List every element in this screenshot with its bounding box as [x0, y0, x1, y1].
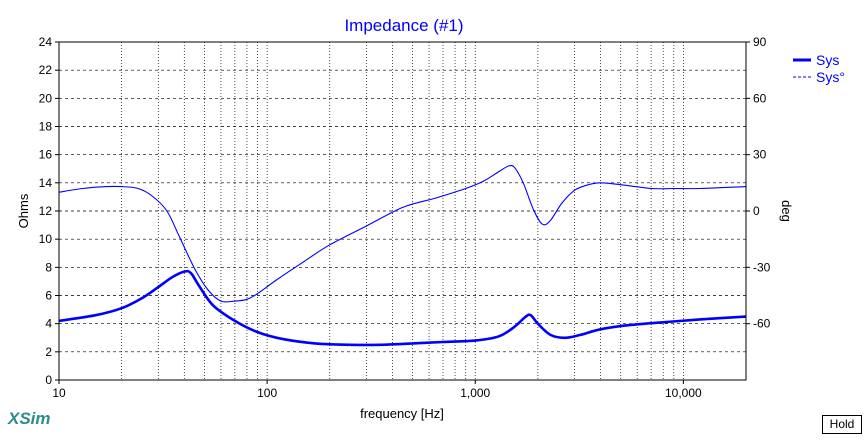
y2-tick-label: -30 — [753, 260, 771, 274]
y-tick-label: 10 — [39, 232, 53, 246]
y-tick-label: 12 — [39, 204, 53, 218]
y-tick-label: 20 — [39, 91, 53, 105]
y2-tick-label: -60 — [753, 317, 771, 331]
legend: Sys Sys° — [793, 52, 845, 85]
plot-frame — [58, 41, 747, 381]
x-tick-label: 10 — [52, 386, 66, 400]
hold-button[interactable]: Hold — [822, 415, 862, 434]
y-tick-label: 22 — [39, 63, 53, 77]
x-tick-label: 10,000 — [665, 386, 702, 400]
y2-tick-label: 90 — [753, 35, 767, 49]
y-tick-label: 0 — [45, 373, 52, 387]
series-layer — [58, 164, 747, 347]
x-axis-label: frequency [Hz] — [360, 406, 444, 421]
xsim-logo: XSim — [8, 409, 51, 428]
y-tick-label: 16 — [39, 148, 53, 162]
legend-label-sys-deg: Sys° — [816, 69, 845, 85]
x-tick-label: 1,000 — [460, 386, 490, 400]
chart-title: Impedance (#1) — [344, 16, 463, 35]
y2-tick-label: 30 — [753, 148, 767, 162]
y-tick-label: 18 — [39, 120, 53, 134]
y-tick-label: 4 — [45, 317, 52, 331]
y-tick-label: 14 — [39, 176, 53, 190]
y2-tick-label: 60 — [753, 91, 767, 105]
x-tick-label: 100 — [257, 386, 277, 400]
grid-layer — [59, 42, 746, 380]
y2-tick-label: 0 — [753, 204, 760, 218]
y-tick-label: 8 — [45, 260, 52, 274]
series-line-sys — [58, 269, 747, 347]
y-tick-label: 6 — [45, 289, 52, 303]
y2-axis-label: deg — [779, 200, 794, 222]
legend-label-sys: Sys — [816, 52, 839, 68]
y-tick-label: 24 — [39, 35, 53, 49]
y-tick-label: 2 — [45, 345, 52, 359]
series-line-sys-phase — [58, 164, 747, 303]
y-axis-label: Ohms — [16, 193, 31, 228]
